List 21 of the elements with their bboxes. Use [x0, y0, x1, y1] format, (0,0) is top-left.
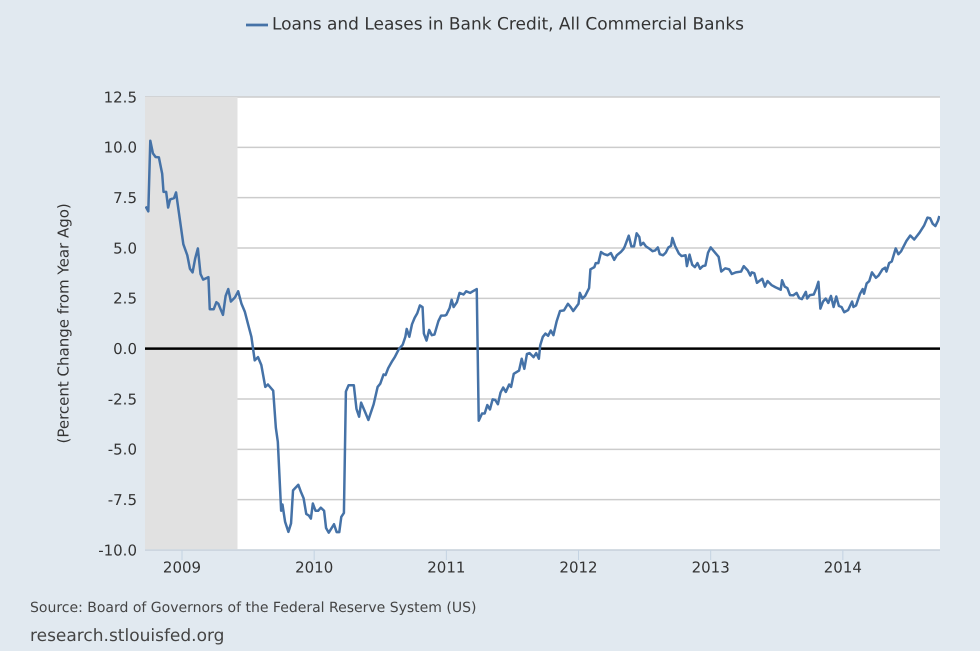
legend-label: Loans and Leases in Bank Credit, All Commercial Banks	[272, 14, 744, 35]
y-tick-label: 10.0	[104, 138, 137, 157]
x-tick-label: 2013	[692, 558, 730, 577]
x-tick-label: 2011	[427, 558, 466, 577]
y-axis-title: (Percent Change from Year Ago)	[54, 203, 72, 444]
y-tick-label: 0.0	[113, 340, 137, 358]
y-tick-label: -7.5	[108, 490, 137, 509]
line-series	[145, 139, 940, 534]
y-tick-label: 7.5	[113, 188, 137, 207]
x-tick-label: 2012	[559, 558, 598, 577]
y-tick-label: 2.5	[113, 290, 137, 308]
y-tick-label: -10.0	[98, 541, 137, 560]
y-tick-label: -5.0	[108, 440, 137, 459]
text: research.stlouisfed.org	[30, 626, 224, 646]
x-tick-label: 2009	[162, 558, 202, 577]
y-tick-label: 5.0	[113, 239, 137, 258]
y-tick-label: 12.5	[104, 88, 137, 106]
y-tick-label: -2.5	[108, 390, 137, 408]
x-tick-label: 2010	[295, 558, 334, 577]
source-note: Source: Board of Governors of the Federal Reserve System (US)	[30, 600, 476, 616]
x-tick-label: 2014	[824, 558, 862, 577]
